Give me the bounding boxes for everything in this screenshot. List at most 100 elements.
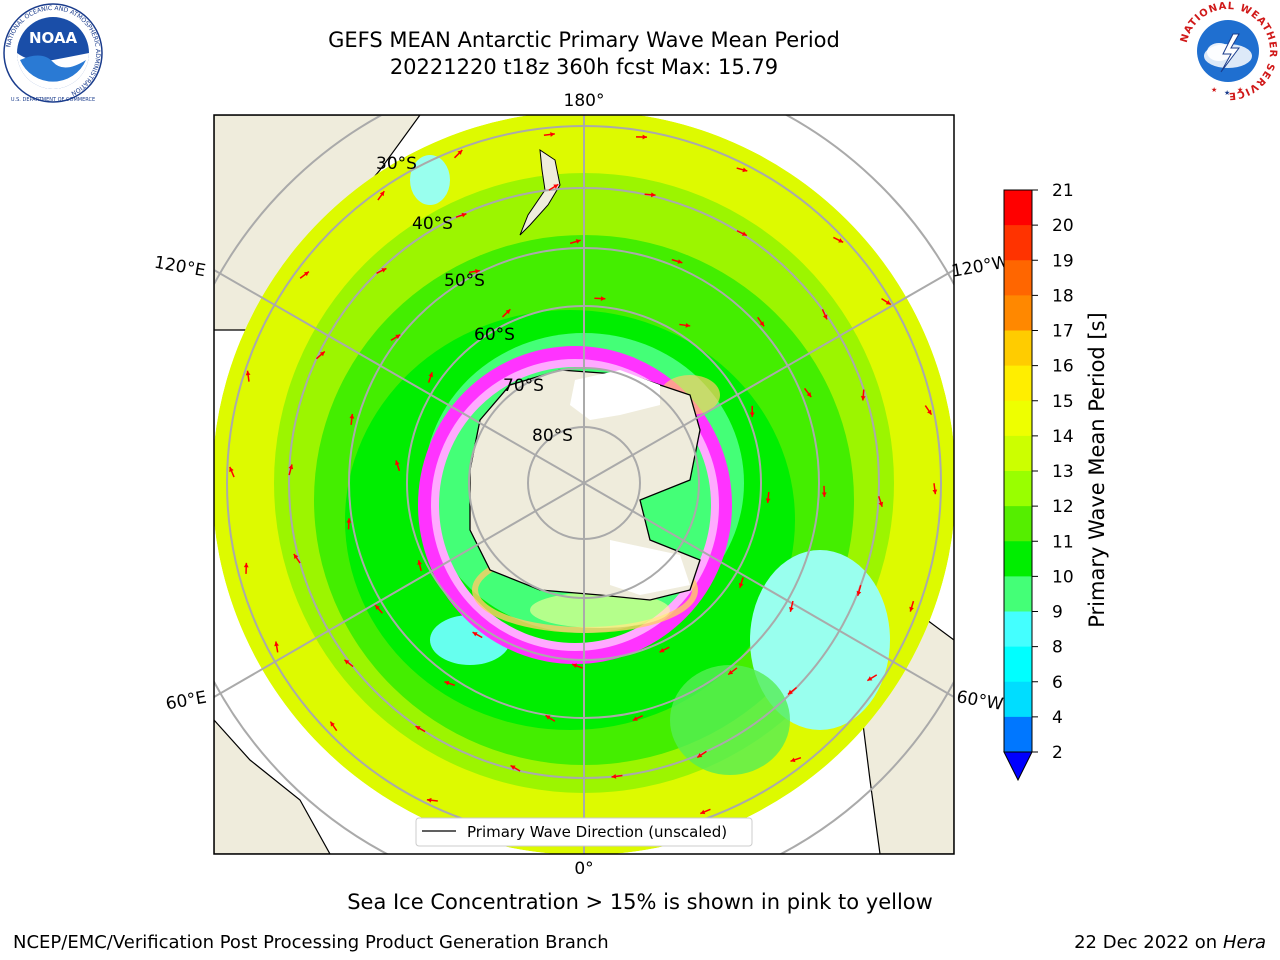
lat-label-70s: 70°S [503,376,544,396]
colorbar-segment [1004,471,1032,507]
wave-arrow [376,267,387,274]
wave-arrow [594,296,606,301]
colorbar-tick-label: 9 [1052,603,1063,623]
lat-label-30s: 30°S [376,154,417,174]
sea-ice-note: Sea Ice Concentration > 15% is shown in … [347,890,933,914]
wave-arrow [787,686,798,695]
period-field-8-patch [750,550,890,730]
colorbar-tick-label: 8 [1052,638,1063,658]
wave-arrow [455,212,467,218]
svg-text:★: ★ [1211,86,1217,94]
map-frame [213,114,955,855]
wave-arrow [736,167,748,173]
wave-arrow [274,641,279,653]
wave-arrow [856,585,862,597]
svg-text:★: ★ [1224,89,1230,97]
wave-arrow [472,631,483,639]
period-field-9-patch [670,665,790,775]
wave-arrow [860,389,866,401]
wave-arrow [877,496,884,507]
graticule [214,115,954,854]
colorbar-segment [1004,365,1032,402]
colorbar-tick-label: 12 [1052,497,1074,517]
wave-arrow [377,190,385,201]
wave-arrow [696,750,707,759]
wave-direction-arrows [229,132,938,832]
wave-arrow [395,460,401,472]
new-zealand-land [519,148,561,236]
wave-arrow [789,600,794,612]
wave-arrow [700,808,711,815]
colorbar-tick-label: 11 [1052,532,1074,552]
colorbar-tick-label: 6 [1052,673,1063,693]
lon-label-120w: 120°W [950,252,1011,282]
map-content: 30°S 40°S 50°S 60°S 70°S 80°S Primary Wa… [214,115,954,854]
colorbar-tick-label: 13 [1052,462,1074,482]
ross-ice-shelf [570,370,660,420]
colorbar-segment [1004,225,1032,261]
colorbar-segment [1004,541,1032,577]
wave-arrow [243,562,249,574]
wave-arrow [679,322,691,328]
wave-arrow [749,405,755,417]
wave-arrow [932,483,938,495]
wave-arrow [349,413,355,425]
wave-arrow [821,485,827,497]
colorbar-label: Primary Wave Mean Period [s] [1085,312,1109,628]
wave-arrow [569,239,581,245]
colorbar-segment [1004,330,1032,367]
map-legend: Primary Wave Direction (unscaled) [415,817,753,847]
wave-arrow [453,149,463,159]
wave-arrow [736,230,748,237]
colorbar-tick-label: 15 [1052,392,1074,412]
lon-label-0: 0° [574,859,593,879]
wave-arrow [417,560,422,572]
noaa-center-text: NOAA [29,29,78,47]
wave-arrow [543,132,555,137]
noaa-bottom-text: U.S. DEPARTMENT OF COMMERCE [11,97,95,103]
colorbar-tick-label: 21 [1052,181,1074,201]
lon-label-60e: 60°E [164,688,208,715]
wave-arrow [468,268,480,274]
wave-arrow [288,464,294,476]
lon-label-180: 180° [564,91,605,111]
wave-arrow [501,308,511,318]
chart-subtitle: 20221220 t18z 360h fcst Max: 15.79 [389,55,779,79]
lon-label-120e: 120°E [153,253,207,282]
svg-text:★: ★ [1237,86,1243,94]
wave-arrow [548,183,559,191]
africa-land [214,719,331,854]
colorbar-tick-label: 19 [1052,251,1074,271]
wave-arrow [299,271,310,279]
wave-arrow [444,680,456,687]
lat-label-50s: 50°S [444,271,485,291]
lon-label-60w: 60°W [955,687,1005,715]
wave-arrow [329,721,338,732]
colorbar: 21 20 19 18 17 16 15 14 13 12 11 10 9 8 6 4 2 [1003,181,1074,782]
wave-arrow [545,714,556,722]
wave-arrow [803,387,812,398]
wave-arrow [426,797,438,803]
wave-arrow [833,236,844,244]
wave-arrow [510,764,521,772]
wave-arrow [821,309,828,320]
sea-ice [418,346,732,664]
wave-arrow [293,553,301,564]
wave-arrow [390,333,401,342]
weddell-ice [610,540,690,595]
chart-title: GEFS MEAN Antarctic Primary Wave Mean Pe… [328,28,840,52]
colorbar-tick-label: 14 [1052,427,1074,447]
wave-arrow [343,659,354,668]
colorbar-tick-label: 16 [1052,357,1074,377]
noaa-logo: NATIONAL OCEANIC AND ATMOSPHERIC ADMINIS… [3,3,103,103]
legend-label: Primary Wave Direction (unscaled) [467,823,727,841]
colorbar-segment [1004,681,1032,718]
footer-machine: Hera [1222,932,1266,953]
colorbar-extend-triangle [1003,751,1033,782]
colorbar-tick-label: 17 [1052,322,1074,342]
colorbar-tick-label: 2 [1052,743,1063,763]
colorbar-segment [1004,435,1032,472]
footer-credit: NCEP/EMC/Verification Post Processing Pr… [13,932,609,953]
wave-arrow [245,370,251,382]
